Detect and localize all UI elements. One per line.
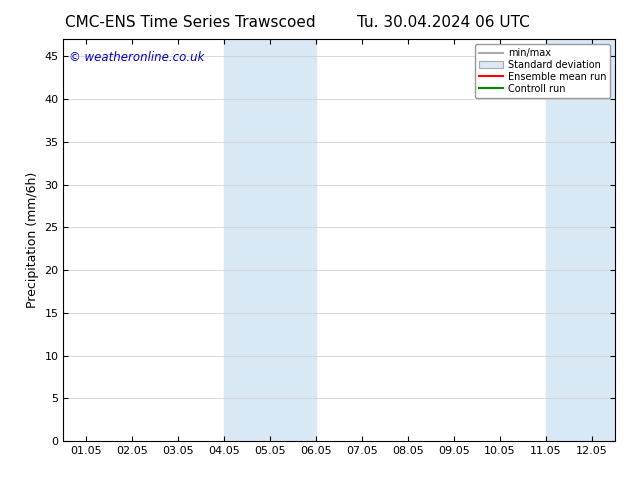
Bar — [546, 39, 634, 441]
Bar — [224, 39, 316, 441]
Y-axis label: Precipitation (mm/6h): Precipitation (mm/6h) — [26, 172, 39, 308]
Legend: min/max, Standard deviation, Ensemble mean run, Controll run: min/max, Standard deviation, Ensemble me… — [475, 44, 610, 98]
Text: Tu. 30.04.2024 06 UTC: Tu. 30.04.2024 06 UTC — [358, 15, 530, 30]
Text: © weatheronline.co.uk: © weatheronline.co.uk — [69, 51, 204, 64]
Text: CMC-ENS Time Series Trawscoed: CMC-ENS Time Series Trawscoed — [65, 15, 316, 30]
